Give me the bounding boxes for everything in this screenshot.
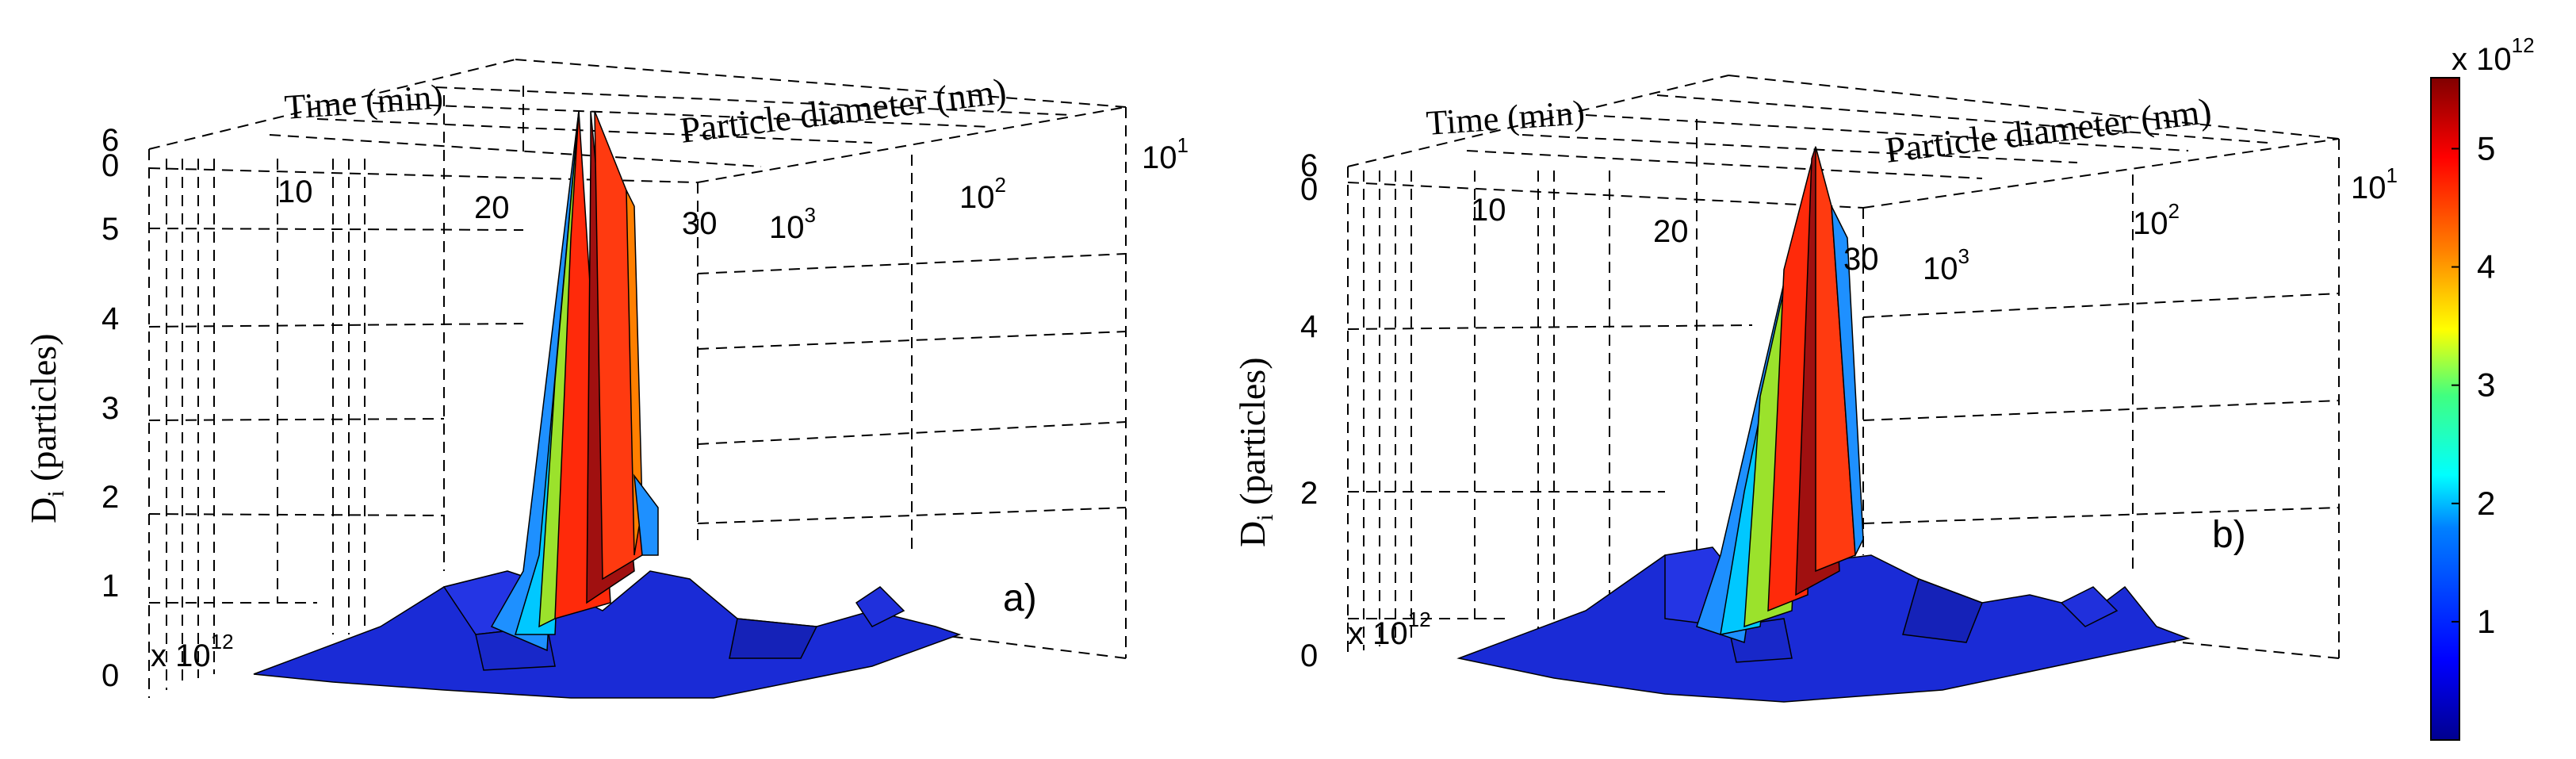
x-ticks-a: 0 10 20 30 [101, 148, 718, 241]
x-ticks-b: 0 10 20 30 [1300, 172, 1879, 277]
colorbar-tick-label: 3 [2477, 366, 2495, 404]
surface-a [253, 110, 962, 699]
x-tick: 30 [682, 206, 718, 241]
z-multiplier-b: x 1012 [1348, 608, 1431, 651]
x-tick: 0 [101, 148, 119, 183]
colorbar-ticks: 1 2 3 4 5 [2452, 129, 2495, 640]
z-tick: 4 [1300, 309, 1318, 344]
surface-b [1456, 146, 2191, 703]
z-tick: 0 [1300, 638, 1318, 673]
surface-plot-a: 0 1 2 3 4 5 6 0 10 20 30 103 102 101 Tim… [23, 59, 1188, 699]
colorbar-tick-label: 2 [2477, 485, 2495, 522]
x-tick: 30 [1843, 242, 1879, 277]
y-tick: 103 [769, 203, 816, 245]
y-ticks-b: 103 102 101 [1923, 163, 2398, 286]
y-tick: 103 [1923, 244, 1969, 286]
y-ticks-a: 103 102 101 [769, 133, 1188, 245]
surface-plot-b: 0 2 4 6 0 10 20 30 103 102 101 Time (min… [1232, 75, 2398, 703]
colorbar-gradient [2430, 77, 2460, 741]
x-tick: 20 [1653, 214, 1689, 249]
y-tick: 102 [2133, 199, 2180, 241]
z-ticks-a: 0 1 2 3 4 5 6 [101, 123, 119, 693]
peak-slice-a-8 [633, 473, 659, 556]
grid-a [148, 59, 1127, 698]
y-tick: 101 [1142, 133, 1188, 175]
colorbar-tick-label: 1 [2477, 603, 2495, 640]
y-axis-label-a: Particle diameter (nm) [678, 71, 1009, 151]
z-tick: 0 [101, 658, 119, 693]
z-multiplier-a: x 1012 [151, 630, 234, 673]
x-axis-label-b: Time (min) [1425, 93, 1586, 143]
x-axis-label-a: Time (min) [283, 77, 444, 127]
z-ticks-b: 0 2 4 6 [1300, 148, 1318, 673]
x-tick: 0 [1300, 172, 1318, 207]
z-tick: 5 [101, 212, 119, 247]
y-tick: 102 [959, 173, 1006, 215]
z-tick: 1 [101, 569, 119, 604]
z-tick: 6 [1300, 148, 1318, 183]
grid-b [1347, 75, 2340, 659]
x-tick: 20 [474, 190, 510, 225]
panel-label-b: b) [2212, 514, 2246, 556]
panel-label-a: a) [1003, 577, 1037, 619]
peak-slice-b-7 [1831, 205, 1864, 558]
z-tick: 3 [101, 391, 119, 426]
x-tick: 10 [278, 174, 313, 209]
y-axis-label-b: Particle diameter (nm) [1883, 90, 2214, 171]
z-axis-label-b: Di (particles) [1232, 357, 1278, 547]
colorbar-multiplier: x 1012 [2452, 33, 2535, 77]
z-tick: 2 [101, 480, 119, 515]
colorbar: 1 2 3 4 5 x 1012 [2430, 33, 2535, 741]
colorbar-tick-label: 5 [2477, 129, 2495, 167]
z-tick: 6 [101, 123, 119, 158]
z-tick: 4 [101, 301, 119, 336]
z-tick: 2 [1300, 476, 1318, 511]
colorbar-tick-label: 4 [2477, 248, 2495, 286]
y-tick: 101 [2351, 163, 2398, 205]
z-axis-label-a: Di (particles) [23, 333, 69, 523]
x-tick: 10 [1471, 193, 1506, 228]
